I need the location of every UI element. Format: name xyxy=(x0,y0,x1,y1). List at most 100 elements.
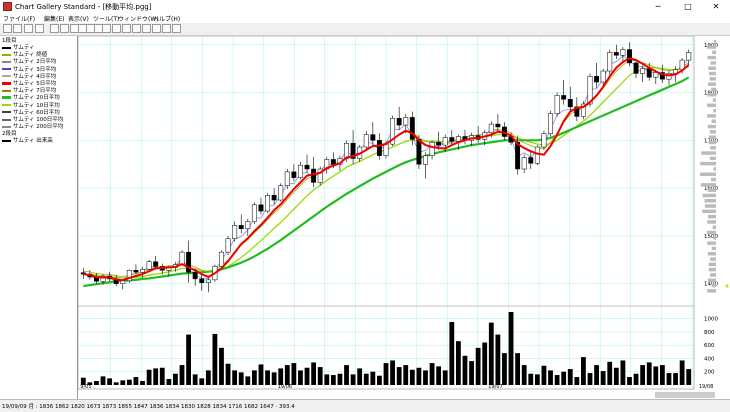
menu-help[interactable]: ヘルプ(H) xyxy=(153,16,181,23)
volume-bar xyxy=(87,382,93,385)
volume-profile-bar xyxy=(707,252,716,256)
save-icon[interactable] xyxy=(60,24,69,33)
menu-tools[interactable]: ツール(T) xyxy=(93,16,120,23)
sort2-icon[interactable] xyxy=(122,24,131,33)
volume-profile-bar xyxy=(708,140,716,145)
candle-body xyxy=(350,142,356,159)
legend-item[interactable]: サムティ 終値 xyxy=(2,50,47,58)
menu-edit[interactable]: 編集(E) xyxy=(44,16,65,23)
legend-label: サムティ 3日平均 xyxy=(13,66,57,73)
volume-profile-bar xyxy=(700,161,716,166)
volume-bar xyxy=(673,373,678,385)
table-icon[interactable] xyxy=(24,24,33,33)
legend-swatch xyxy=(2,82,11,85)
volume-bar xyxy=(357,368,363,385)
chart2-icon[interactable] xyxy=(13,24,22,33)
volume-profile-bar xyxy=(707,93,716,97)
volume-profile-bar xyxy=(710,273,716,277)
volume-profile-bar xyxy=(708,66,716,70)
candle-body xyxy=(613,52,619,56)
volume-bar xyxy=(561,371,567,385)
menu-view[interactable]: 表示(V) xyxy=(68,16,89,23)
legend-item[interactable]: サムティ 200日平均 xyxy=(2,122,63,130)
menu-window[interactable]: ウィンドウ(W) xyxy=(118,16,159,23)
volume-bar xyxy=(436,366,442,385)
legend-item[interactable]: サムティ 20日平均 xyxy=(2,93,60,101)
settings-icon[interactable] xyxy=(132,24,141,33)
volume-tick-label: 400 xyxy=(704,356,715,362)
legend-swatch xyxy=(2,104,11,107)
legend-swatch xyxy=(2,46,11,49)
open-icon[interactable] xyxy=(50,24,59,33)
prop-icon[interactable] xyxy=(172,24,181,33)
legend-label: サムティ 20日平均 xyxy=(13,95,60,102)
volume-bar xyxy=(409,369,415,385)
chart-area[interactable]: 1400150016001700180019002004006008001000… xyxy=(78,36,730,392)
price-tick-label: 1400 xyxy=(704,282,718,288)
candle-body xyxy=(548,113,553,134)
volume-profile-bar xyxy=(707,214,716,219)
date-tick-label: 19/07 xyxy=(488,384,502,390)
legend-item[interactable]: サムティ 100日平均 xyxy=(2,115,63,123)
legend-item[interactable]: サムティ xyxy=(2,43,35,51)
volume-bar xyxy=(173,373,178,385)
volume-bar xyxy=(528,373,534,385)
help-icon[interactable] xyxy=(162,24,171,33)
info-icon[interactable] xyxy=(152,24,161,33)
candle-body xyxy=(363,134,369,148)
legend-item[interactable]: サムティ 60日平均 xyxy=(2,108,60,116)
volume-bar xyxy=(462,355,468,385)
legend-swatch xyxy=(2,139,11,142)
volume-profile-bar xyxy=(707,114,716,118)
volume-bar xyxy=(502,353,507,385)
legend-item[interactable]: サムティ 2日平均 xyxy=(2,57,56,65)
candle-body xyxy=(534,146,540,164)
volume-bar xyxy=(94,381,99,385)
legend-group-1[interactable]: 1段目 xyxy=(2,36,17,44)
legend-item[interactable]: サムティ 出来高 xyxy=(2,136,53,144)
volume-profile-bar xyxy=(713,108,716,113)
candle-body xyxy=(133,270,139,273)
volume-profile-bar xyxy=(702,193,716,198)
menu-file[interactable]: ファイル(F) xyxy=(3,16,36,23)
horizontal-scrollbar[interactable] xyxy=(655,392,715,398)
legend-item[interactable]: サムティ 5日平均 xyxy=(2,79,56,87)
legend-item[interactable]: サムティ 10日平均 xyxy=(2,101,60,109)
maximize-button[interactable]: □ xyxy=(684,2,692,11)
candle-body xyxy=(600,70,606,83)
sort-icon[interactable] xyxy=(112,24,121,33)
volume-bar xyxy=(225,363,231,385)
volume-bar xyxy=(488,322,494,385)
volume-bar xyxy=(646,362,652,385)
legend-group-2[interactable]: 2段目 xyxy=(2,129,17,137)
color-icon[interactable] xyxy=(142,24,151,33)
close-icon[interactable] xyxy=(102,24,111,33)
volume-bar xyxy=(587,373,593,385)
candle-body xyxy=(515,141,521,170)
volume-bar xyxy=(284,365,290,385)
candle-body xyxy=(620,49,626,56)
legend-item[interactable]: サムティ 3日平均 xyxy=(2,65,56,73)
compare-icon[interactable] xyxy=(35,24,44,33)
legend-item[interactable]: サムティ 7日平均 xyxy=(2,86,56,94)
legend-swatch xyxy=(2,125,11,128)
legend-label: サムティ 100日平均 xyxy=(13,117,64,123)
legend-swatch xyxy=(2,60,11,63)
legend-item[interactable]: サムティ 4日平均 xyxy=(2,72,56,80)
candle-body xyxy=(192,271,198,280)
candle-body xyxy=(186,251,192,273)
volume-bar xyxy=(594,365,599,385)
volume-bar xyxy=(548,370,553,385)
toolbar xyxy=(0,23,730,36)
volume-bar xyxy=(469,361,474,385)
candle-body xyxy=(423,155,428,165)
minimize-button[interactable]: ─ xyxy=(655,2,661,11)
volume-bar xyxy=(192,374,198,385)
volume-profile-bar xyxy=(713,167,716,171)
volume-bar xyxy=(219,347,224,385)
close-button[interactable]: ✕ xyxy=(712,2,720,11)
volume-bar xyxy=(133,377,139,385)
volume-bar xyxy=(686,369,692,385)
chart-icon[interactable] xyxy=(3,24,12,33)
volume-profile-bar xyxy=(709,156,716,161)
